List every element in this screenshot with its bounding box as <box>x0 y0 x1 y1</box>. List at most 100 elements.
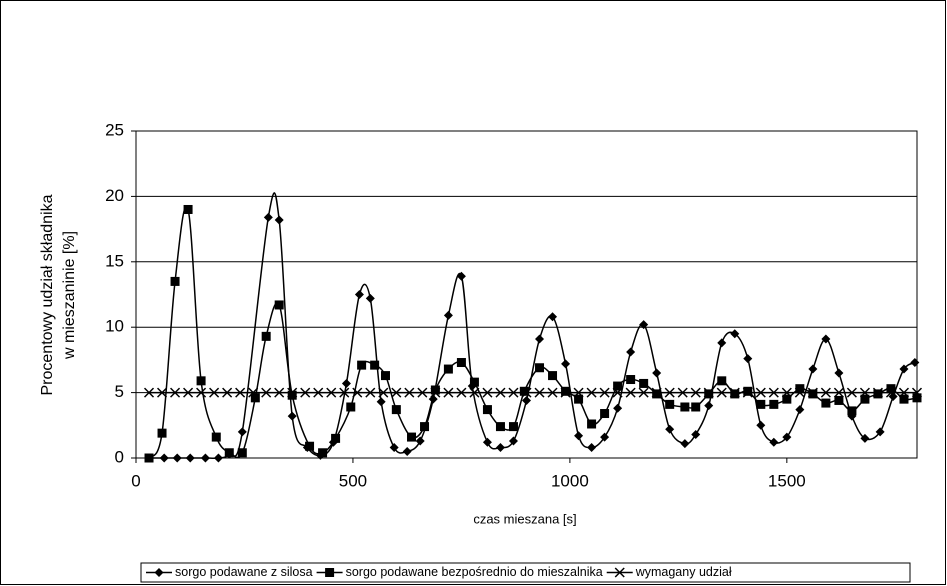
marker <box>261 387 272 398</box>
marker <box>287 387 298 398</box>
marker <box>691 402 701 412</box>
marker <box>469 377 479 387</box>
marker <box>794 387 805 398</box>
marker <box>717 376 727 386</box>
marker <box>872 387 883 398</box>
marker <box>535 334 545 344</box>
marker <box>287 411 297 421</box>
marker <box>625 387 636 398</box>
marker <box>508 422 518 432</box>
marker <box>573 387 584 398</box>
marker <box>521 387 532 398</box>
marker <box>417 387 428 398</box>
legend-box <box>140 562 911 583</box>
marker <box>820 387 831 398</box>
legend-marker <box>154 568 164 577</box>
marker <box>222 387 233 398</box>
marker <box>651 387 662 398</box>
y-tick-label: 10 <box>105 317 124 336</box>
marker <box>522 395 531 405</box>
marker <box>885 387 896 398</box>
marker <box>534 387 545 398</box>
marker <box>912 393 922 403</box>
marker <box>535 363 545 373</box>
marker <box>300 387 311 398</box>
marker <box>370 360 380 370</box>
marker <box>834 395 844 405</box>
marker <box>846 387 857 398</box>
marker <box>213 453 223 463</box>
marker <box>407 432 417 442</box>
marker <box>717 338 727 348</box>
marker <box>378 387 389 398</box>
y-tick-label: 25 <box>105 120 124 139</box>
marker <box>443 364 453 374</box>
marker <box>626 347 636 357</box>
marker <box>586 387 597 398</box>
marker <box>665 399 675 409</box>
marker <box>769 399 779 409</box>
x-tick-label: 500 <box>339 471 367 490</box>
marker <box>211 432 221 442</box>
marker <box>639 378 649 388</box>
y-tick-label: 20 <box>105 186 124 205</box>
marker <box>742 387 753 398</box>
marker <box>391 405 401 415</box>
marker <box>795 405 805 415</box>
marker <box>704 401 714 411</box>
marker <box>250 393 260 403</box>
marker <box>691 429 701 439</box>
marker <box>665 424 675 434</box>
marker <box>600 432 610 442</box>
marker <box>652 368 662 378</box>
marker <box>547 387 558 398</box>
marker <box>600 409 610 419</box>
marker <box>860 433 870 443</box>
marker <box>482 437 492 447</box>
marker <box>430 385 440 395</box>
x-tick-label: 1000 <box>551 471 589 490</box>
marker <box>755 387 766 398</box>
marker <box>561 386 571 396</box>
legend-marker <box>614 567 625 578</box>
marker <box>508 387 519 398</box>
marker <box>886 384 896 394</box>
marker <box>587 419 597 429</box>
y-tick-label: 15 <box>105 251 124 270</box>
marker <box>808 389 818 399</box>
marker <box>196 376 206 386</box>
marker <box>352 387 363 398</box>
marker <box>185 453 195 463</box>
marker <box>704 389 714 399</box>
marker <box>587 443 597 453</box>
marker <box>599 387 610 398</box>
y-axis-title: Procentowy udział składnika <box>39 194 56 395</box>
marker <box>415 436 425 446</box>
marker <box>237 448 247 458</box>
marker <box>391 387 402 398</box>
plot-area <box>135 130 918 459</box>
marker <box>224 448 234 458</box>
marker <box>548 312 558 322</box>
marker <box>365 293 375 303</box>
marker <box>756 399 766 409</box>
y-tick-label: 0 <box>115 447 124 466</box>
marker <box>495 422 505 432</box>
marker <box>274 300 284 310</box>
marker <box>354 290 364 299</box>
marker <box>781 387 792 398</box>
marker <box>365 387 376 398</box>
marker <box>389 443 399 453</box>
marker <box>730 389 740 399</box>
marker <box>833 387 844 398</box>
marker <box>274 215 284 225</box>
marker <box>639 320 649 330</box>
marker <box>469 387 480 398</box>
marker <box>376 397 386 407</box>
marker <box>716 387 727 398</box>
marker <box>782 432 792 442</box>
marker <box>613 403 623 413</box>
marker <box>404 387 415 398</box>
x-tick-label: 1500 <box>768 471 806 490</box>
y-tick-label: 5 <box>115 382 124 401</box>
